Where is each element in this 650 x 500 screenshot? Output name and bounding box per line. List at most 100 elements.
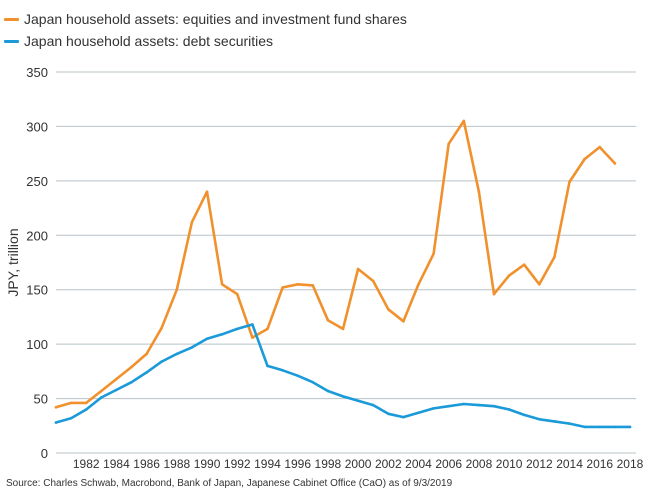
y-tick-label: 350 bbox=[26, 65, 48, 80]
data-point-equities bbox=[371, 279, 375, 283]
data-point-debt bbox=[235, 327, 239, 331]
data-point-equities bbox=[311, 284, 315, 287]
data-point-equities bbox=[492, 292, 496, 296]
data-point-debt bbox=[115, 388, 118, 392]
data-point-equities bbox=[341, 327, 345, 331]
data-point-equities bbox=[386, 308, 390, 311]
data-point-debt bbox=[462, 402, 466, 406]
data-point-equities bbox=[54, 405, 58, 409]
data-point-debt bbox=[522, 413, 526, 417]
data-point-equities bbox=[326, 318, 330, 322]
x-tick-label: 1984 bbox=[103, 457, 130, 470]
data-point-equities bbox=[598, 145, 602, 149]
data-point-equities bbox=[583, 157, 586, 161]
data-point-equities bbox=[115, 377, 118, 381]
data-point-debt bbox=[613, 425, 617, 429]
x-tick-label: 2010 bbox=[496, 457, 523, 470]
data-point-equities bbox=[447, 142, 451, 146]
data-point-equities bbox=[266, 327, 269, 331]
data-point-debt bbox=[190, 346, 194, 349]
data-point-equities bbox=[220, 282, 224, 286]
data-point-equities bbox=[553, 255, 556, 259]
data-point-equities bbox=[130, 365, 133, 369]
data-point-debt bbox=[553, 420, 556, 423]
x-tick-label: 2006 bbox=[435, 457, 462, 470]
data-point-equities bbox=[568, 180, 571, 184]
y-tick-label: 150 bbox=[26, 283, 48, 298]
data-point-debt bbox=[145, 371, 148, 374]
y-axis-ticks: 0 50 100 150 200 250 300 350 bbox=[26, 65, 48, 461]
legend-label-debt: Japan household assets: debt securities bbox=[24, 33, 274, 49]
data-point-equities bbox=[432, 252, 435, 256]
data-point-debt bbox=[341, 395, 345, 398]
chart-legend: Japan household assets: equities and inv… bbox=[4, 8, 407, 52]
data-point-debt bbox=[69, 416, 73, 420]
data-point-equities bbox=[175, 288, 179, 292]
y-tick-label: 100 bbox=[26, 337, 48, 352]
x-tick-label: 1988 bbox=[163, 457, 190, 470]
data-point-equities bbox=[205, 190, 209, 194]
data-point-debt bbox=[160, 360, 164, 363]
data-point-debt bbox=[492, 404, 496, 408]
series-lines bbox=[54, 119, 632, 429]
data-point-debt bbox=[507, 408, 511, 411]
x-tick-label: 1992 bbox=[224, 457, 251, 470]
x-tick-label: 1996 bbox=[284, 457, 311, 470]
data-point-debt bbox=[598, 425, 602, 429]
series-line-debt bbox=[54, 323, 632, 429]
x-tick-label: 1998 bbox=[315, 457, 342, 470]
data-point-equities bbox=[296, 282, 299, 286]
data-point-debt bbox=[266, 364, 269, 368]
x-tick-label: 2008 bbox=[466, 457, 493, 470]
data-point-debt bbox=[251, 323, 254, 326]
data-point-equities bbox=[402, 319, 405, 323]
y-tick-label: 50 bbox=[34, 392, 48, 407]
data-point-debt bbox=[205, 337, 209, 341]
x-tick-label: 2018 bbox=[617, 457, 644, 470]
data-point-equities bbox=[538, 282, 541, 286]
data-point-equities bbox=[462, 119, 466, 123]
data-point-debt bbox=[371, 403, 375, 407]
data-point-debt bbox=[583, 425, 586, 429]
data-point-debt bbox=[628, 425, 632, 429]
data-point-debt bbox=[356, 399, 360, 403]
data-point-equities bbox=[613, 162, 617, 165]
data-point-debt bbox=[281, 368, 284, 372]
data-point-equities bbox=[281, 286, 284, 289]
x-tick-label: 1982 bbox=[73, 457, 100, 470]
data-point-equities bbox=[235, 292, 239, 296]
legend-item-debt: Japan household assets: debt securities bbox=[4, 30, 407, 52]
x-tick-label: 1986 bbox=[133, 457, 160, 470]
x-tick-label: 1994 bbox=[254, 457, 281, 470]
data-point-debt bbox=[130, 380, 133, 384]
legend-label-equities: Japan household assets: equities and inv… bbox=[24, 11, 407, 27]
y-tick-label: 250 bbox=[26, 174, 48, 189]
data-point-equities bbox=[417, 282, 420, 286]
data-point-equities bbox=[100, 389, 103, 393]
data-point-debt bbox=[477, 403, 481, 407]
data-point-debt bbox=[432, 407, 435, 410]
source-note: Source: Charles Schwab, Macrobond, Bank … bbox=[6, 478, 453, 489]
data-point-equities bbox=[160, 326, 164, 330]
data-point-debt bbox=[386, 412, 390, 416]
data-point-debt bbox=[417, 411, 420, 415]
x-tick-label: 1990 bbox=[194, 457, 221, 470]
series-line-equities bbox=[54, 119, 617, 409]
data-point-debt bbox=[220, 333, 224, 336]
x-tick-label: 2014 bbox=[556, 457, 583, 470]
y-tick-label: 200 bbox=[26, 228, 48, 243]
x-tick-label: 2002 bbox=[375, 457, 402, 470]
legend-swatch-debt bbox=[4, 39, 19, 43]
y-axis-label: JPY, trillion bbox=[5, 228, 21, 296]
data-point-debt bbox=[402, 415, 405, 419]
data-point-equities bbox=[251, 336, 254, 339]
legend-swatch-equities bbox=[4, 17, 19, 21]
data-point-debt bbox=[447, 404, 451, 408]
legend-item-equities: Japan household assets: equities and inv… bbox=[4, 8, 407, 30]
x-axis-ticks: 1982 1984 1986 1988 1990 1992 1994 1996 1998 2000… bbox=[73, 457, 644, 470]
data-point-equities bbox=[522, 263, 526, 266]
data-point-equities bbox=[356, 267, 360, 271]
data-point-equities bbox=[84, 401, 88, 405]
data-point-debt bbox=[84, 408, 88, 411]
